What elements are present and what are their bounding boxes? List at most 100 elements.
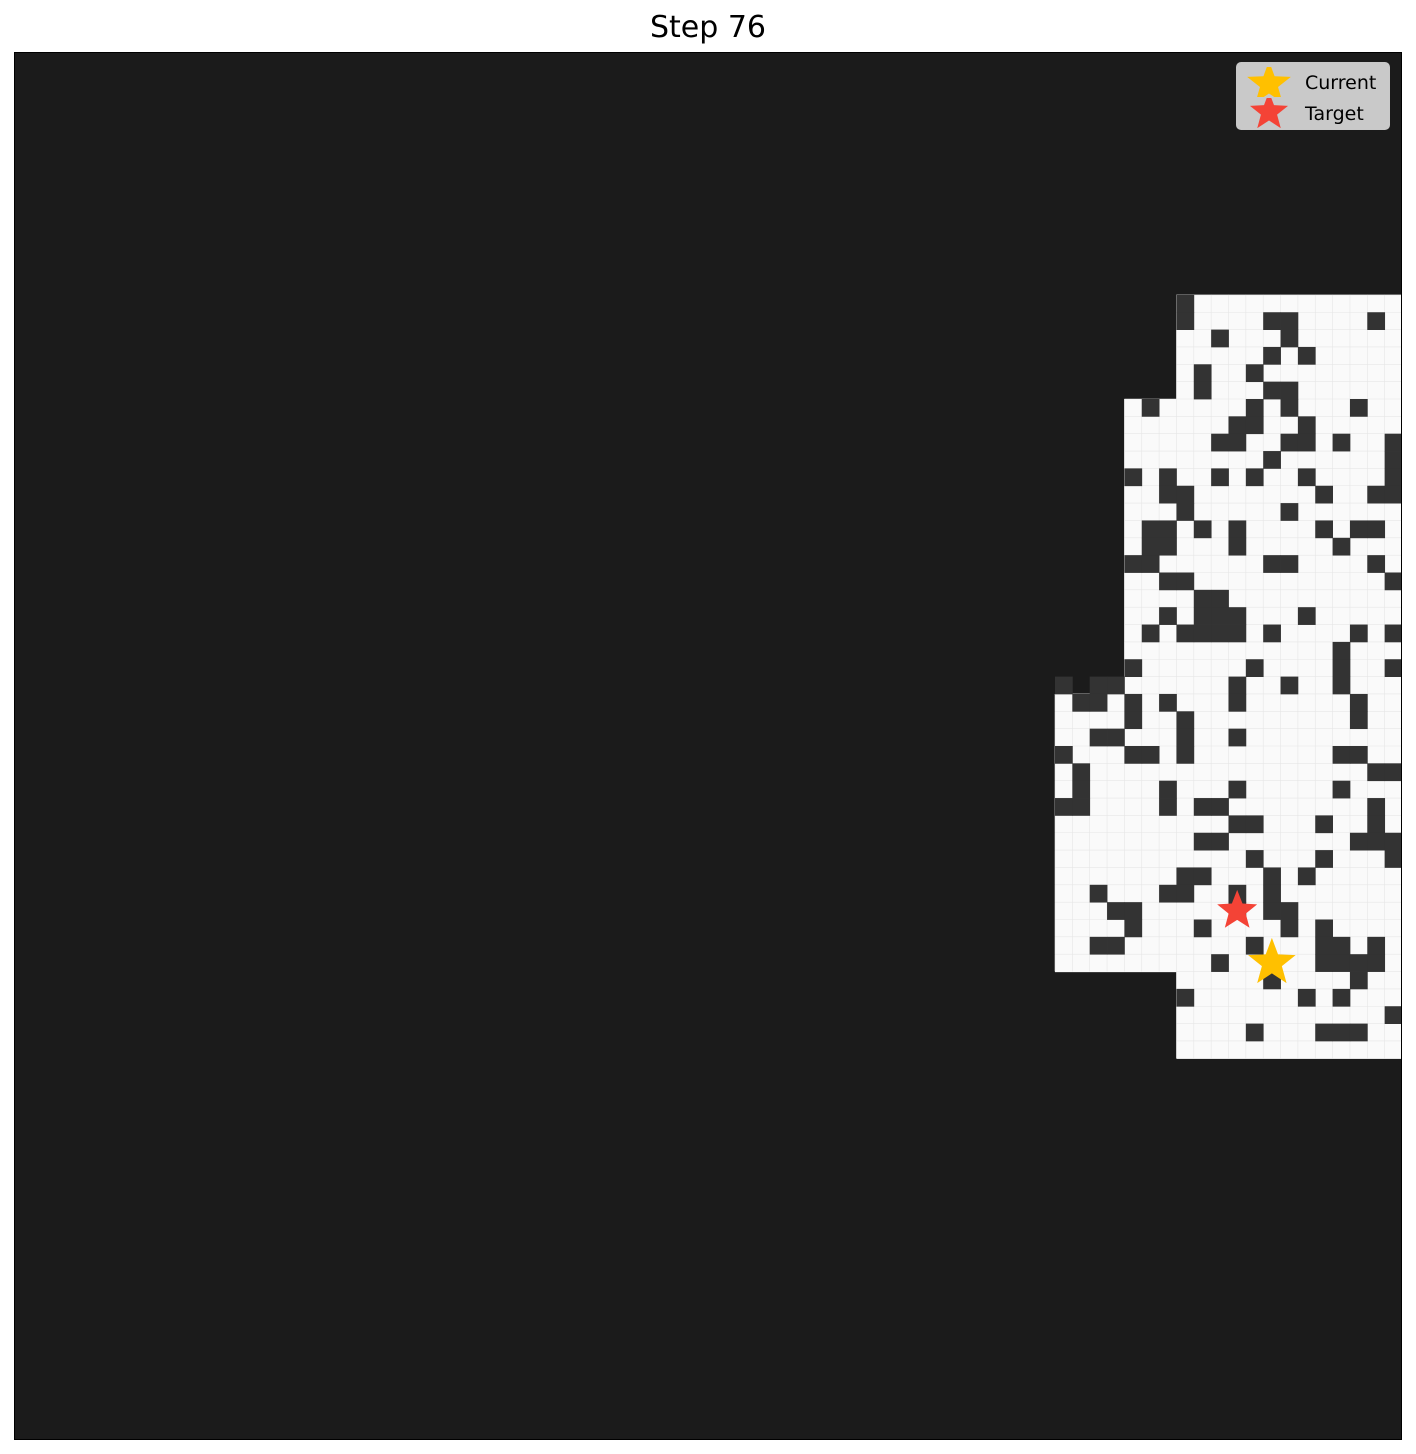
plot-title: Step 76 — [649, 10, 766, 45]
wall-cell — [1314, 936, 1333, 955]
wall-cell — [1210, 329, 1229, 347]
wall-cell — [1384, 849, 1401, 868]
wall-cell — [1262, 381, 1281, 399]
wall-cell — [1123, 554, 1142, 573]
wall-cell — [1071, 762, 1090, 781]
wall-cell — [1210, 467, 1229, 486]
wall-cell — [1332, 537, 1350, 556]
wall-cell — [1123, 919, 1142, 937]
wall-cell — [1297, 346, 1316, 365]
wall-cell — [1349, 745, 1368, 764]
wall-cell — [1280, 901, 1298, 920]
wall-cell — [1262, 346, 1281, 365]
wall-cell — [1280, 381, 1298, 399]
wall-cell — [1175, 624, 1194, 642]
wall-cell — [1280, 433, 1298, 451]
wall-cell — [1193, 919, 1212, 937]
wall-cell — [1384, 572, 1401, 590]
wall-cell — [1175, 884, 1194, 903]
wall-cell — [1228, 676, 1246, 694]
wall-cell — [1280, 919, 1298, 937]
wall-cell — [1071, 780, 1090, 798]
wall-cell — [1158, 485, 1177, 503]
wall-cell — [1366, 519, 1385, 538]
wall-cell — [1158, 884, 1177, 903]
wall-cell — [1384, 832, 1401, 850]
grid-canvas — [15, 53, 1401, 1439]
wall-cell — [1054, 745, 1073, 764]
wall-cell — [1175, 485, 1194, 503]
wall-cell — [1175, 572, 1194, 590]
wall-cell — [1245, 415, 1264, 434]
wall-cell — [1280, 554, 1298, 573]
legend-entry-target: Target — [1237, 98, 1391, 128]
wall-cell — [1297, 866, 1316, 885]
wall-cell — [1262, 311, 1281, 330]
wall-cell — [1349, 1023, 1368, 1041]
wall-cell — [1280, 502, 1298, 521]
wall-cell — [1193, 381, 1212, 399]
wall-cell — [1280, 311, 1298, 330]
wall-cell — [1141, 624, 1159, 642]
wall-cell — [1262, 624, 1281, 642]
wall-cell — [1332, 745, 1350, 764]
wall-cell — [1089, 676, 1107, 694]
wall-cell — [1262, 884, 1281, 903]
wall-cell — [1123, 901, 1142, 920]
wall-cell — [1332, 676, 1350, 694]
legend-label-target: Target — [1305, 103, 1364, 125]
wall-cell — [1332, 953, 1350, 972]
wall-cell — [1349, 832, 1368, 850]
wall-cell — [1228, 728, 1246, 746]
wall-cell — [1106, 901, 1125, 920]
wall-cell — [1210, 589, 1229, 608]
wall-cell — [1228, 606, 1246, 625]
wall-cell — [1175, 988, 1194, 1007]
wall-cell — [1332, 433, 1350, 451]
wall-cell — [1193, 606, 1212, 625]
wall-cell — [1193, 832, 1212, 850]
wall-cell — [1123, 710, 1142, 729]
wall-cell — [1089, 936, 1107, 955]
wall-cell — [1280, 676, 1298, 694]
wall-cell — [1366, 832, 1385, 850]
wall-cell — [1175, 311, 1194, 330]
wall-cell — [1106, 676, 1125, 694]
wall-cell — [1228, 519, 1246, 538]
current-marker-star — [1247, 937, 1296, 983]
wall-cell — [1349, 710, 1368, 729]
wall-cell — [1262, 450, 1281, 469]
explored-row-segment — [1175, 294, 1401, 313]
explored-row-segment — [1175, 1040, 1401, 1059]
wall-cell — [1297, 433, 1316, 451]
wall-cell — [1366, 485, 1385, 503]
wall-cell — [1280, 329, 1298, 347]
wall-cell — [1141, 398, 1159, 417]
wall-cell — [1349, 519, 1368, 538]
wall-cell — [1280, 398, 1298, 417]
wall-cell — [1123, 467, 1142, 486]
wall-cell — [1158, 467, 1177, 486]
wall-cell — [1089, 693, 1107, 712]
wall-cell — [1366, 311, 1385, 330]
wall-cell — [1332, 1023, 1350, 1041]
wall-cell — [1297, 415, 1316, 434]
wall-cell — [1262, 554, 1281, 573]
wall-cell — [1245, 398, 1264, 417]
wall-cell — [1297, 606, 1316, 625]
wall-cell — [1384, 485, 1401, 503]
wall-cell — [1141, 554, 1159, 573]
wall-cell — [1349, 971, 1368, 989]
wall-cell — [1366, 936, 1385, 955]
wall-cell — [1349, 624, 1368, 642]
wall-cell — [1071, 693, 1090, 712]
wall-cell — [1089, 728, 1107, 746]
wall-cell — [1123, 745, 1142, 764]
wall-cell — [1262, 901, 1281, 920]
wall-cell — [1054, 797, 1073, 816]
wall-cell — [1210, 953, 1229, 972]
wall-cell — [1141, 537, 1159, 556]
wall-cell — [1245, 814, 1264, 833]
legend-label-current: Current — [1305, 72, 1377, 94]
occupancy-grid-map — [14, 52, 1402, 1440]
